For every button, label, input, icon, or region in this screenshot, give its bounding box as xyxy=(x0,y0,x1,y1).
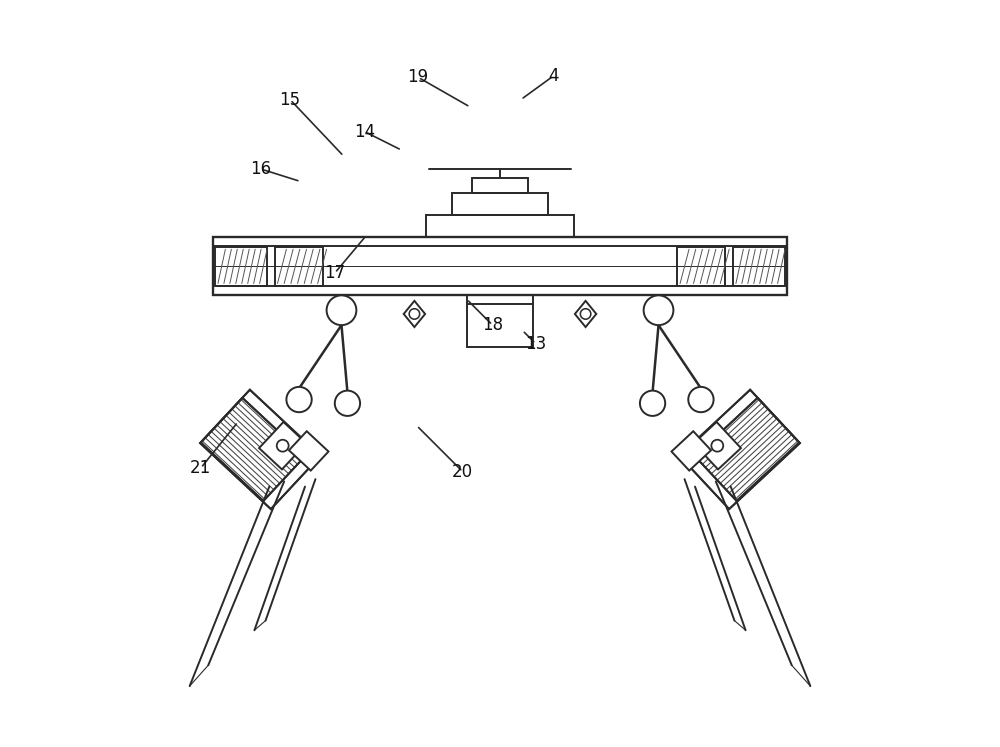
Polygon shape xyxy=(201,398,305,501)
Text: 14: 14 xyxy=(354,123,375,140)
Text: 19: 19 xyxy=(408,68,429,87)
Circle shape xyxy=(286,387,312,412)
Text: 16: 16 xyxy=(250,160,271,178)
Polygon shape xyxy=(694,422,741,469)
Circle shape xyxy=(335,391,360,416)
Circle shape xyxy=(688,387,714,412)
Text: 15: 15 xyxy=(280,90,301,108)
Text: 20: 20 xyxy=(452,462,473,481)
Text: 13: 13 xyxy=(525,335,546,353)
Polygon shape xyxy=(679,390,800,509)
Polygon shape xyxy=(404,301,425,327)
Text: 4: 4 xyxy=(548,66,559,85)
Polygon shape xyxy=(200,390,321,509)
Text: 18: 18 xyxy=(482,316,503,334)
Circle shape xyxy=(711,440,723,452)
Text: 21: 21 xyxy=(190,459,211,477)
Polygon shape xyxy=(575,301,596,327)
Bar xyxy=(467,295,533,347)
Circle shape xyxy=(580,309,591,319)
Circle shape xyxy=(327,295,356,325)
Bar xyxy=(215,247,267,285)
Bar xyxy=(733,247,785,285)
Bar xyxy=(677,247,725,285)
Circle shape xyxy=(409,309,420,319)
Polygon shape xyxy=(695,398,799,501)
Bar xyxy=(275,247,323,285)
Bar xyxy=(452,193,548,215)
Bar xyxy=(426,215,574,238)
Circle shape xyxy=(277,440,289,452)
Circle shape xyxy=(640,391,665,416)
Text: 17: 17 xyxy=(324,264,345,282)
Polygon shape xyxy=(289,431,329,471)
Polygon shape xyxy=(259,422,306,469)
Bar xyxy=(472,178,528,193)
Polygon shape xyxy=(671,431,711,471)
Circle shape xyxy=(644,295,673,325)
Bar xyxy=(213,238,787,295)
